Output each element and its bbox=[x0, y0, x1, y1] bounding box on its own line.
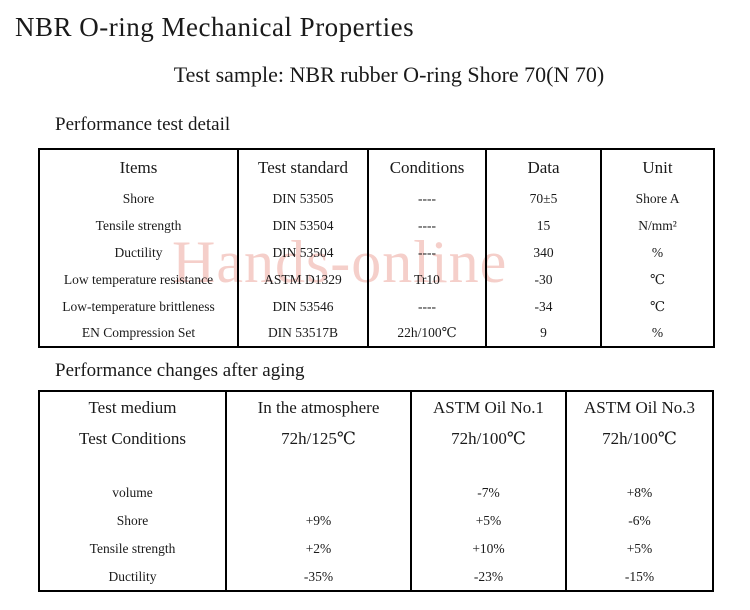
standard-cell: ASTM D1329 bbox=[237, 266, 368, 293]
unit-cell: Shore A bbox=[600, 185, 714, 212]
value-cell: -15% bbox=[565, 563, 713, 591]
data-cell: 70±5 bbox=[485, 185, 601, 212]
standard-cell: DIN 53546 bbox=[237, 293, 368, 320]
unit-cell: ℃ bbox=[600, 266, 714, 293]
row-label: volume bbox=[112, 485, 153, 500]
table1-header-row: Items Test standard Conditions Data Unit bbox=[39, 149, 714, 185]
spacer-row bbox=[39, 455, 713, 479]
value-cell bbox=[225, 479, 411, 507]
table-row-ductility-aging: Ductility -35% -23% -15% bbox=[39, 563, 713, 591]
medium-cell: ASTM Oil No.3 bbox=[565, 391, 713, 423]
item-cell: Shore bbox=[122, 190, 155, 206]
column-header-unit: Unit bbox=[600, 149, 714, 185]
value-cell: -35% bbox=[225, 563, 411, 591]
value-cell: -23% bbox=[410, 563, 566, 591]
value-cell: -6% bbox=[565, 507, 713, 535]
column-header-items: Items bbox=[119, 157, 158, 177]
data-cell: 9 bbox=[485, 320, 601, 347]
value-cell: +5% bbox=[565, 535, 713, 563]
standard-cell: DIN 53505 bbox=[237, 185, 368, 212]
value-cell: +5% bbox=[410, 507, 566, 535]
test-conditions-row: Test Conditions 72h/125℃ 72h/100℃ 72h/10… bbox=[39, 423, 713, 455]
item-cell: Low temperature resistance bbox=[63, 271, 214, 287]
table-row-en-compression-set: EN Compression Set DIN 53517B 22h/100℃ 9… bbox=[39, 320, 714, 347]
item-cell: Low-temperature brittleness bbox=[62, 298, 215, 314]
table-row-shore-aging: Shore +9% +5% -6% bbox=[39, 507, 713, 535]
data-cell: -30 bbox=[485, 266, 601, 293]
condition-cell: ---- bbox=[367, 239, 486, 266]
page-title: NBR O-ring Mechanical Properties bbox=[15, 12, 415, 42]
spacer-cell bbox=[39, 455, 226, 479]
item-cell: Ductility bbox=[114, 244, 163, 260]
section2-heading: Performance changes after aging bbox=[55, 360, 305, 381]
condition-cell: 72h/125℃ bbox=[225, 423, 411, 455]
spacer-cell bbox=[225, 455, 411, 479]
unit-cell: % bbox=[600, 320, 714, 347]
table-row-ductility: Ductility DIN 53504 ---- 340 % bbox=[39, 239, 714, 266]
condition-cell: 22h/100℃ bbox=[367, 320, 486, 347]
value-cell: +9% bbox=[225, 507, 411, 535]
table-row-low-temperature-brittleness: Low-temperature brittleness DIN 53546 --… bbox=[39, 293, 714, 320]
item-cell: Tensile strength bbox=[95, 217, 182, 233]
unit-cell: N/mm² bbox=[600, 212, 714, 239]
condition-cell: Tr10 bbox=[367, 266, 486, 293]
data-cell: -34 bbox=[485, 293, 601, 320]
value-cell: +8% bbox=[565, 479, 713, 507]
spacer-cell bbox=[565, 455, 713, 479]
medium-cell: In the atmosphere bbox=[225, 391, 411, 423]
column-header-test-standard: Test standard bbox=[237, 149, 368, 185]
table-row-low-temperature-resistance: Low temperature resistance ASTM D1329 Tr… bbox=[39, 266, 714, 293]
condition-cell: 72h/100℃ bbox=[410, 423, 566, 455]
column-header-conditions: Conditions bbox=[367, 149, 486, 185]
condition-cell: 72h/100℃ bbox=[565, 423, 713, 455]
table-row-tensile-strength: Tensile strength DIN 53504 ---- 15 N/mm² bbox=[39, 212, 714, 239]
table-row-tensile-strength-aging: Tensile strength +2% +10% +5% bbox=[39, 535, 713, 563]
row-label: Shore bbox=[116, 513, 149, 528]
row-label: Tensile strength bbox=[89, 541, 176, 556]
standard-cell: DIN 53504 bbox=[237, 212, 368, 239]
value-cell: +10% bbox=[410, 535, 566, 563]
item-cell: EN Compression Set bbox=[81, 325, 196, 340]
data-cell: 15 bbox=[485, 212, 601, 239]
test-sample-subtitle: Test sample: NBR rubber O-ring Shore 70(… bbox=[173, 62, 605, 87]
standard-cell: DIN 53504 bbox=[237, 239, 368, 266]
unit-cell: ℃ bbox=[600, 293, 714, 320]
standard-cell: DIN 53517B bbox=[237, 320, 368, 347]
condition-cell: ---- bbox=[367, 185, 486, 212]
performance-test-detail-table: Items Test standard Conditions Data Unit… bbox=[38, 148, 715, 348]
table-row-volume: volume -7% +8% bbox=[39, 479, 713, 507]
section1-heading: Performance test detail bbox=[55, 114, 231, 135]
value-cell: +2% bbox=[225, 535, 411, 563]
value-cell: -7% bbox=[410, 479, 566, 507]
unit-cell: % bbox=[600, 239, 714, 266]
spacer-cell bbox=[410, 455, 566, 479]
condition-cell: ---- bbox=[367, 212, 486, 239]
condition-cell: ---- bbox=[367, 293, 486, 320]
performance-changes-after-aging-table: Test medium In the atmosphere ASTM Oil N… bbox=[38, 390, 714, 592]
column-header-data: Data bbox=[485, 149, 601, 185]
row-label: Test Conditions bbox=[79, 429, 186, 448]
test-medium-row: Test medium In the atmosphere ASTM Oil N… bbox=[39, 391, 713, 423]
table-row-shore: Shore DIN 53505 ---- 70±5 Shore A bbox=[39, 185, 714, 212]
data-cell: 340 bbox=[485, 239, 601, 266]
row-label: Test medium bbox=[88, 397, 177, 417]
row-label: Ductility bbox=[108, 568, 157, 584]
medium-cell: ASTM Oil No.1 bbox=[410, 391, 566, 423]
